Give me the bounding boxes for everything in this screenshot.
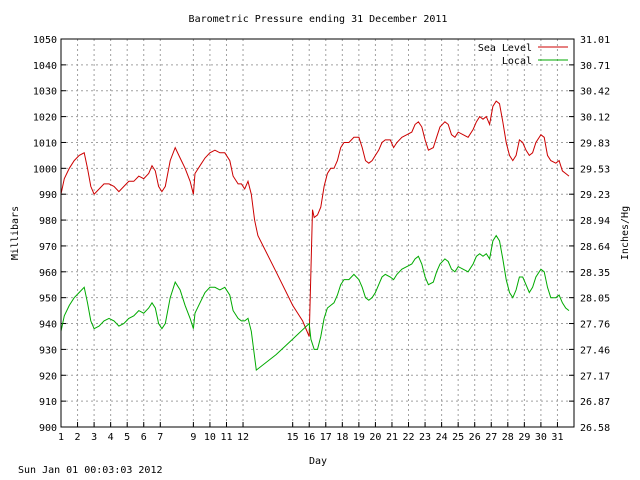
x-tick-label: 17 bbox=[320, 432, 332, 443]
x-tick-label: 26 bbox=[469, 432, 481, 443]
series-lines bbox=[60, 100, 570, 372]
y2-tick-label: 30.42 bbox=[580, 87, 610, 98]
x-tick-label: 28 bbox=[502, 432, 514, 443]
footer-timestamp: Sun Jan 01 00:03:03 2012 bbox=[18, 465, 163, 476]
x-tick-label: 22 bbox=[402, 432, 414, 443]
y-tick-label: 970 bbox=[39, 242, 57, 253]
y2-tick-label: 28.94 bbox=[580, 216, 610, 227]
x-axis-label: Day bbox=[309, 456, 327, 467]
y2-tick-label: 30.71 bbox=[580, 61, 610, 72]
x-tick-label: 21 bbox=[386, 432, 398, 443]
y-tick-label: 1020 bbox=[33, 113, 57, 124]
y-tick-label: 960 bbox=[39, 268, 57, 279]
y-tick-label: 940 bbox=[39, 320, 57, 331]
y-tick-label: 1050 bbox=[33, 35, 57, 46]
x-tick-label: 7 bbox=[157, 432, 163, 443]
x-tick-label: 25 bbox=[452, 432, 464, 443]
series-line-sea-level bbox=[60, 100, 570, 337]
x-tick-label: 12 bbox=[237, 432, 249, 443]
x-tick-label: 1 bbox=[58, 432, 64, 443]
x-tick-label: 31 bbox=[551, 432, 563, 443]
legend-label-local: Local bbox=[502, 56, 532, 67]
legend-label-sea-level: Sea Level bbox=[478, 43, 532, 54]
x-tick-label: 5 bbox=[124, 432, 130, 443]
x-tick-label: 10 bbox=[204, 432, 216, 443]
y2-tick-label: 26.87 bbox=[580, 397, 610, 408]
plot-frame bbox=[60, 38, 575, 428]
y2-tick-label: 28.35 bbox=[580, 268, 610, 279]
y-tick-label: 950 bbox=[39, 294, 57, 305]
y-tick-label: 920 bbox=[39, 371, 57, 382]
x-tick-label: 19 bbox=[353, 432, 365, 443]
y-ticks: 900 910 920 930 940 950 960 970 980 990 1000 1010 10… bbox=[33, 35, 66, 434]
x-tick-label: 2 bbox=[75, 432, 81, 443]
y2-tick-label: 29.53 bbox=[580, 164, 610, 175]
x-tick-label: 11 bbox=[220, 432, 232, 443]
x-ticks: 1 2 3 4 5 6 7 9 10 11 12 15 16 17 18 19 20 21 22 23 24 25 26 27… bbox=[58, 422, 563, 443]
y2-tick-label: 28.64 bbox=[580, 242, 610, 253]
y2-tick-label: 29.23 bbox=[580, 190, 610, 201]
y2-tick-label: 27.76 bbox=[580, 320, 610, 331]
y-tick-label: 1000 bbox=[33, 164, 57, 175]
y2-axis-label: Inches/Hg bbox=[620, 206, 631, 260]
x-tick-label: 27 bbox=[485, 432, 497, 443]
x-tick-label: 30 bbox=[535, 432, 547, 443]
x-tick-label: 16 bbox=[303, 432, 315, 443]
grid-lines bbox=[61, 39, 574, 427]
y2-tick-label: 31.01 bbox=[580, 35, 610, 46]
y-tick-label: 930 bbox=[39, 345, 57, 356]
y-tick-label: 990 bbox=[39, 190, 57, 201]
y-tick-label: 1040 bbox=[33, 61, 57, 72]
y2-tick-label: 27.17 bbox=[580, 371, 610, 382]
y2-tick-label: 28.05 bbox=[580, 294, 610, 305]
y2-tick-label: 30.12 bbox=[580, 113, 610, 124]
y-tick-label: 900 bbox=[39, 423, 57, 434]
x-tick-label: 20 bbox=[369, 432, 381, 443]
x-tick-label: 6 bbox=[141, 432, 147, 443]
x-tick-label: 29 bbox=[518, 432, 530, 443]
series-line-local bbox=[60, 234, 570, 372]
x-tick-label: 24 bbox=[436, 432, 448, 443]
y-tick-label: 980 bbox=[39, 216, 57, 227]
y2-tick-label: 27.46 bbox=[580, 345, 610, 356]
x-tick-label: 4 bbox=[108, 432, 114, 443]
x-tick-label: 9 bbox=[190, 432, 196, 443]
chart-title: Barometric Pressure ending 31 December 2… bbox=[189, 14, 448, 25]
y-axis-label: Millibars bbox=[10, 206, 21, 260]
x-tick-label: 15 bbox=[287, 432, 299, 443]
y2-ticks: 26.58 26.87 27.17 27.46 27.76 28.05 28.35 28.64… bbox=[569, 35, 610, 434]
x-tick-label: 3 bbox=[91, 432, 97, 443]
x-tick-label: 18 bbox=[336, 432, 348, 443]
y2-tick-label: 29.83 bbox=[580, 138, 610, 149]
x-tick-label: 23 bbox=[419, 432, 431, 443]
legend: Sea Level Local bbox=[478, 43, 568, 67]
y-tick-label: 1010 bbox=[33, 138, 57, 149]
y2-tick-label: 26.58 bbox=[580, 423, 610, 434]
y-tick-label: 910 bbox=[39, 397, 57, 408]
y-tick-label: 1030 bbox=[33, 87, 57, 98]
